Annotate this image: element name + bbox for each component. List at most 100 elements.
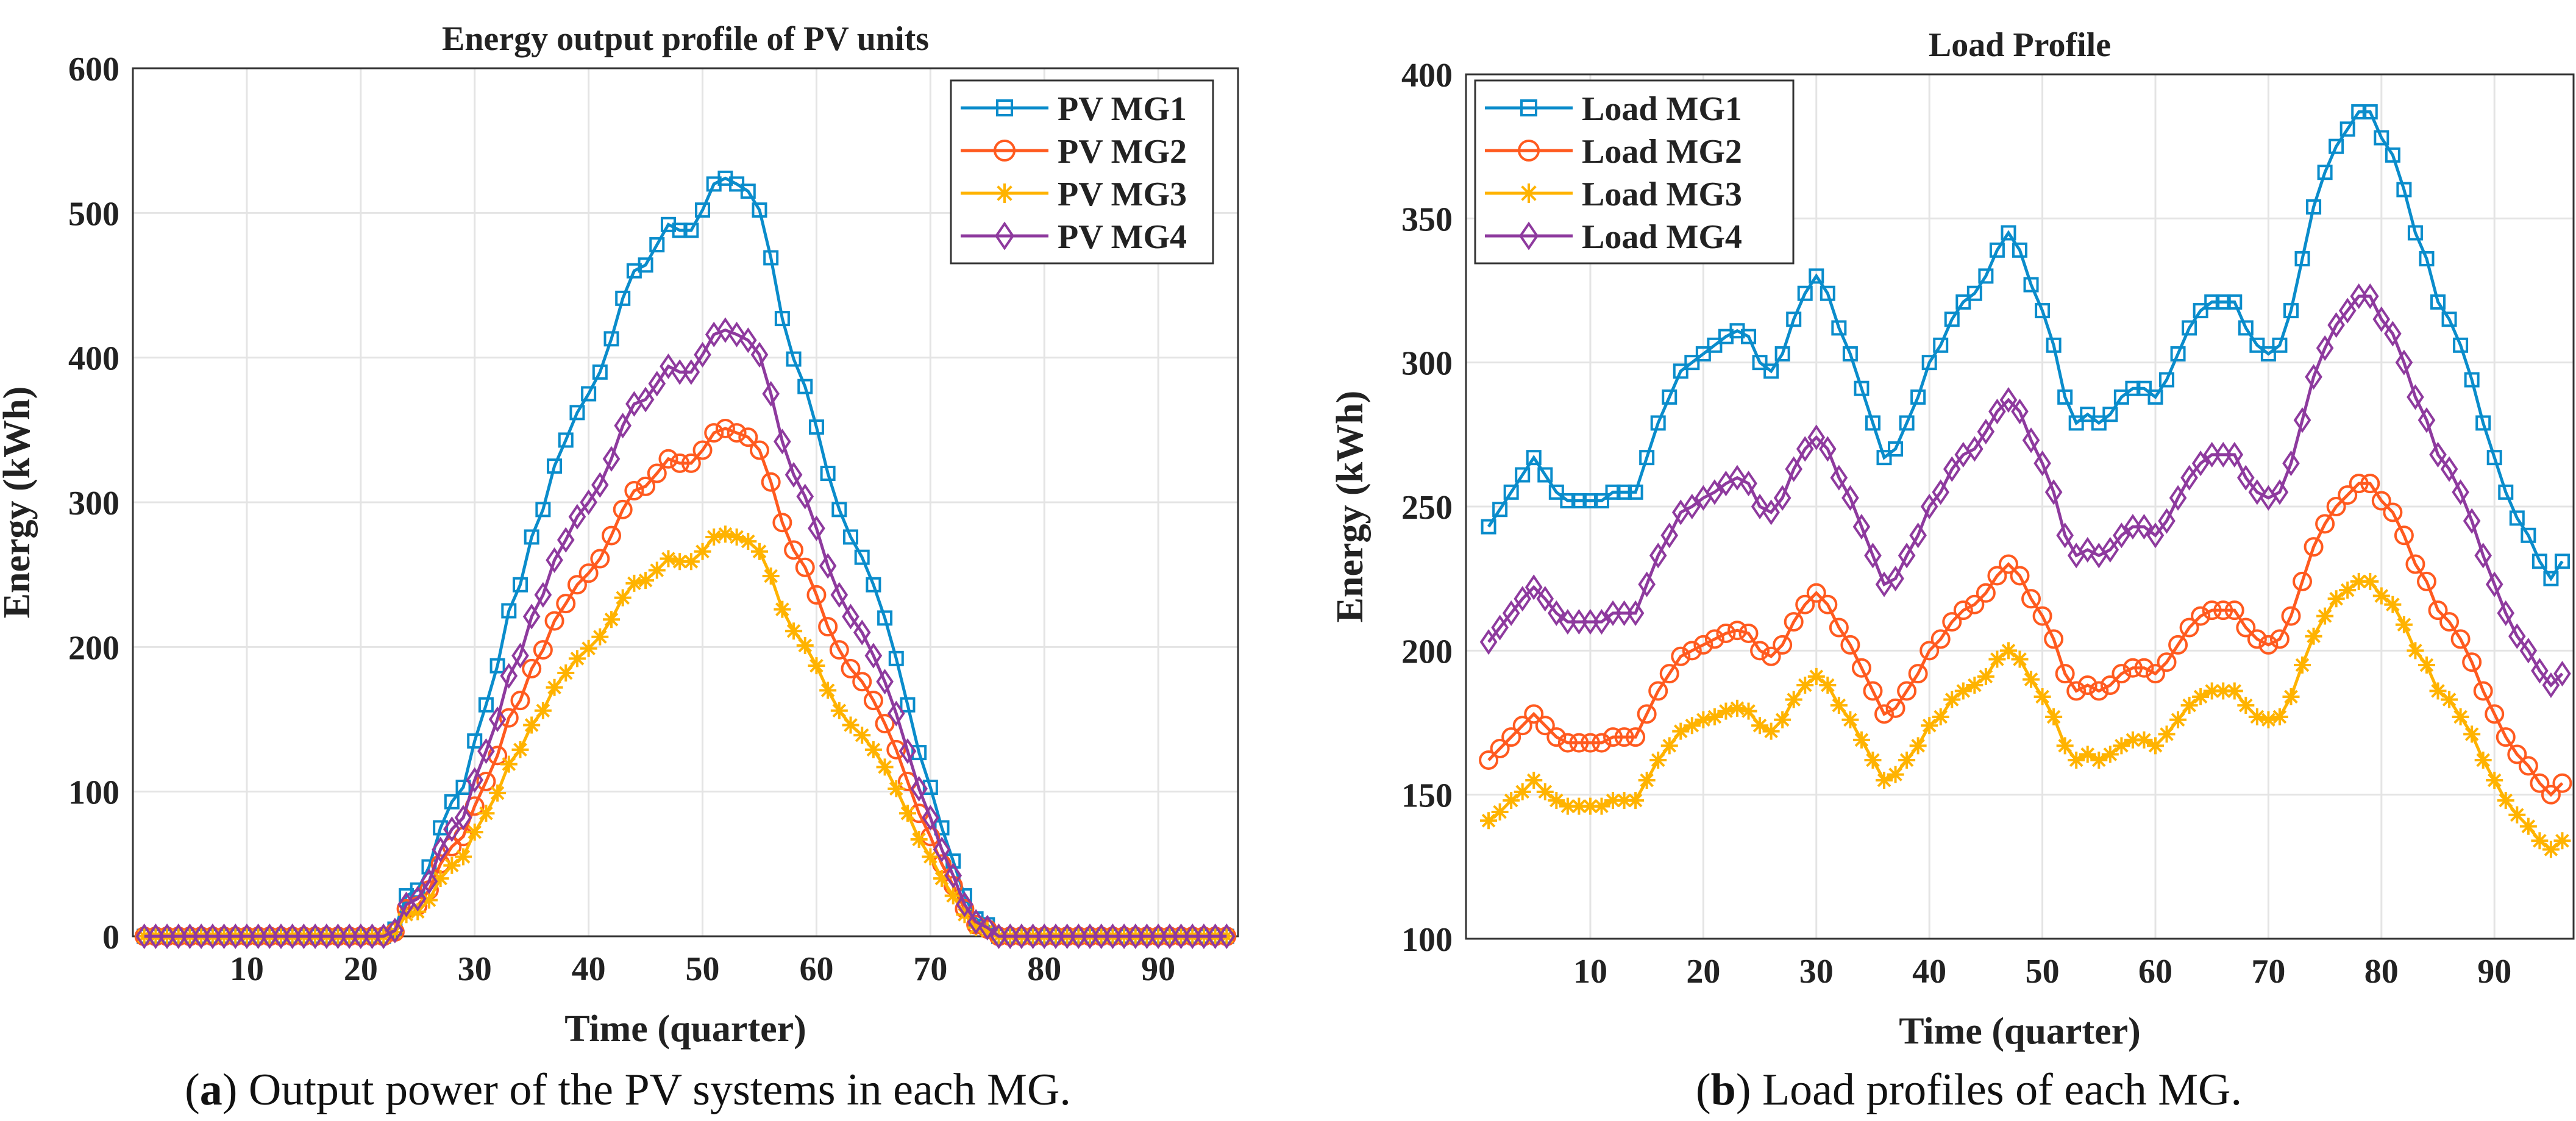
square-marker [1526, 450, 1542, 466]
legend-label: PV MG4 [1058, 218, 1187, 256]
caption-b-text: Load profiles of each MG. [1751, 1065, 2242, 1115]
legend-label: PV MG3 [1058, 176, 1187, 213]
square-marker [786, 351, 802, 367]
asterisk-marker [1570, 797, 1588, 815]
diamond-marker [340, 923, 358, 950]
asterisk-marker [1740, 702, 1757, 720]
asterisk-marker [1807, 667, 1825, 685]
square-marker [695, 202, 711, 218]
diamond-marker [636, 386, 655, 413]
asterisk-marker [1774, 711, 1791, 728]
asterisk-marker [2101, 746, 2119, 763]
circle-marker [2157, 652, 2177, 672]
diamond-marker [2282, 450, 2300, 477]
axes-box [1465, 73, 2575, 940]
asterisk-marker [1762, 722, 1780, 740]
square-marker [1797, 285, 1813, 301]
diamond-marker [2542, 672, 2560, 699]
diamond-marker [557, 527, 575, 553]
square-marker [763, 250, 779, 266]
square-marker [1910, 389, 1926, 405]
square-marker [1786, 311, 1802, 327]
x-tick-label: 40 [572, 950, 606, 988]
diamond-marker [2022, 427, 2040, 454]
square-marker [2046, 337, 2062, 353]
circle-marker [533, 640, 553, 660]
y-axis-label: Energy (kWh) [0, 386, 38, 619]
square-marker [1628, 484, 1643, 500]
diamond-marker [648, 371, 666, 397]
circle-marker [749, 440, 769, 460]
circle-marker [2530, 773, 2550, 793]
asterisk-marker [785, 622, 803, 640]
circle-marker [1930, 629, 1951, 649]
square-marker [900, 697, 916, 713]
legend-label: Load MG2 [1582, 133, 1742, 171]
square-marker [1888, 441, 1904, 457]
asterisk-marker [534, 702, 552, 719]
asterisk-marker [750, 543, 768, 560]
diamond-marker [1773, 485, 1791, 511]
circle-marker [2122, 658, 2143, 678]
square-marker [1899, 415, 1915, 431]
diamond-marker [602, 446, 621, 472]
diamond-marker [580, 489, 597, 516]
square-marker [1548, 484, 1564, 500]
legend-item: PV MG2 [961, 133, 1187, 171]
diamond-marker [1626, 600, 1645, 626]
asterisk-marker [1999, 642, 2017, 660]
circle-marker [2552, 773, 2572, 793]
asterisk-marker [2090, 751, 2108, 769]
diamond-marker [329, 923, 347, 950]
diamond-marker [994, 221, 1015, 251]
x-tick-label: 50 [2026, 953, 2060, 991]
asterisk-marker [2452, 708, 2469, 726]
square-marker [1650, 415, 1666, 431]
x-tick-label: 70 [913, 950, 947, 988]
diamond-marker [2361, 283, 2379, 310]
asterisk-marker [2395, 616, 2413, 633]
diamond-marker [2485, 571, 2503, 597]
circle-marker [994, 140, 1016, 162]
square-marker [808, 419, 824, 435]
asterisk-marker [1514, 783, 1531, 800]
diamond-marker [944, 863, 962, 889]
diamond-marker [1660, 522, 1679, 549]
series-line [1487, 482, 2564, 797]
diamond-marker [147, 923, 165, 950]
diamond-marker [2056, 522, 2074, 549]
circle-marker [2349, 474, 2369, 494]
circle-marker [1920, 641, 1940, 661]
asterisk-marker [1660, 737, 1678, 755]
circle-marker [1976, 583, 1996, 603]
asterisk-marker [1943, 691, 1961, 708]
asterisk-marker [511, 741, 529, 758]
asterisk-marker [625, 574, 643, 592]
diamond-marker [1058, 923, 1076, 950]
diamond-marker [922, 805, 939, 831]
diamond-marker [1172, 923, 1190, 950]
diamond-marker [1183, 923, 1201, 950]
square-marker [1684, 355, 1700, 371]
diamond-marker [2553, 661, 2571, 687]
diamond-marker [1548, 600, 1565, 626]
diamond-marker [2191, 450, 2210, 477]
square-marker [2012, 242, 2027, 258]
y-tick-label: 200 [1401, 633, 1453, 671]
diamond-marker [2407, 384, 2424, 410]
circle-marker [2496, 727, 2516, 747]
diamond-marker [1581, 609, 1599, 635]
asterisk-marker [2553, 832, 2571, 850]
diamond-marker [1502, 600, 1520, 626]
circle-marker [544, 611, 564, 631]
asterisk-marker [2045, 708, 2063, 726]
diamond-marker [1104, 923, 1122, 950]
square-marker [2057, 389, 2073, 405]
diamond-marker [1638, 571, 1656, 597]
circle-marker [636, 476, 656, 496]
diamond-marker [169, 923, 188, 950]
square-marker [1515, 467, 1531, 483]
square-marker [1560, 493, 1576, 509]
square-marker [672, 222, 688, 238]
circle-marker [499, 708, 519, 728]
